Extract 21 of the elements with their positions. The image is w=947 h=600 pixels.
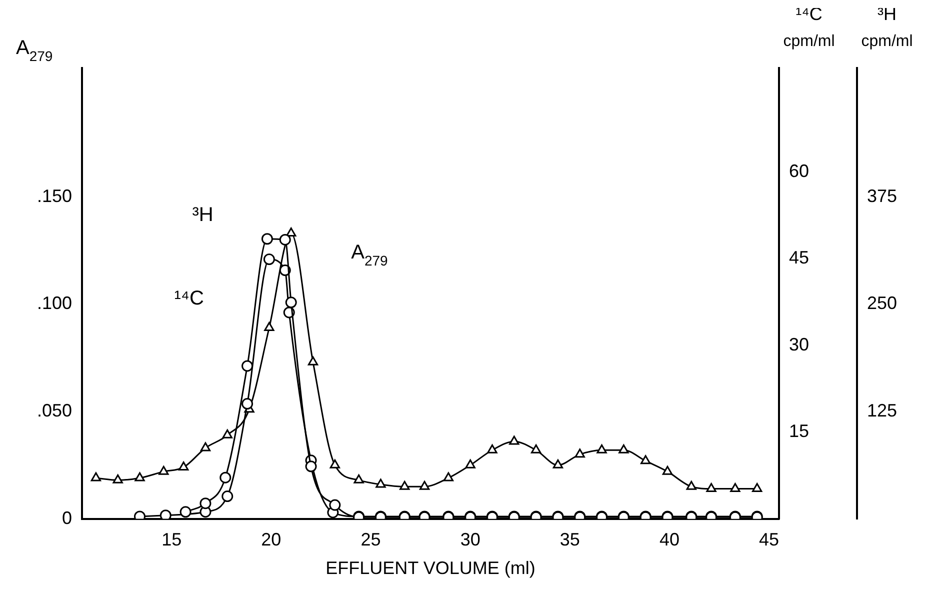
x-tick-label: 35: [560, 530, 580, 550]
y2-tick-label: 30: [789, 334, 810, 354]
y2-tick-label: 45: [789, 248, 810, 268]
x-tick-label: 40: [659, 530, 680, 550]
x-tick-label: 20: [261, 530, 282, 550]
y-tick-label: .100: [36, 293, 72, 314]
y-tick-label: .150: [36, 186, 72, 206]
y3-tick-label: 125: [867, 400, 898, 420]
y2-tick-label: 60: [789, 161, 810, 181]
x-tick-label: 25: [360, 530, 381, 550]
text: ³H: [192, 204, 214, 226]
y2-tick-label: 15: [789, 421, 810, 442]
x-tick-label: 30: [460, 530, 480, 550]
y3-tick-label: 250: [867, 293, 898, 314]
y-tick-label: .050: [36, 400, 72, 420]
y3-tick-label: 375: [867, 186, 898, 206]
x-tick-label: 15: [162, 530, 182, 550]
x-tick-label: 45: [759, 530, 780, 550]
y-tick-label: 0: [62, 508, 72, 528]
text: ¹⁴C: [174, 287, 204, 310]
x-axis-title: EFFLUENT VOLUME (ml): [326, 558, 536, 578]
